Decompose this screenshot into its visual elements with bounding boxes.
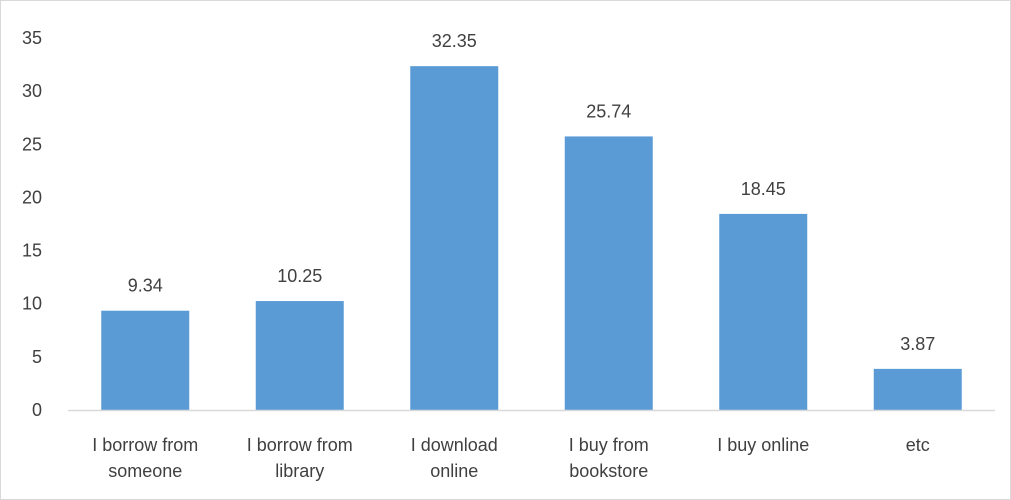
bar bbox=[410, 66, 499, 410]
x-tick-label: online bbox=[430, 461, 478, 481]
bar bbox=[101, 310, 190, 410]
data-label: 10.25 bbox=[277, 266, 322, 286]
data-label: 3.87 bbox=[900, 334, 935, 354]
x-tick-label: bookstore bbox=[569, 461, 648, 481]
bar bbox=[719, 213, 808, 410]
x-tick-label: I borrow from bbox=[247, 435, 353, 455]
data-label: 18.45 bbox=[741, 179, 786, 199]
x-tick-label: I buy from bbox=[569, 435, 649, 455]
bar bbox=[255, 301, 344, 410]
x-tick-label: etc bbox=[906, 435, 930, 455]
y-tick-label: 5 bbox=[32, 347, 42, 367]
y-tick-label: 20 bbox=[22, 187, 42, 207]
data-label: 9.34 bbox=[128, 276, 163, 296]
x-tick-label: someone bbox=[108, 461, 182, 481]
bar bbox=[873, 368, 962, 410]
y-tick-label: 0 bbox=[32, 400, 42, 420]
x-tick-label: I buy online bbox=[717, 435, 809, 455]
x-tick-label: I borrow from bbox=[92, 435, 198, 455]
x-tick-label: library bbox=[275, 461, 324, 481]
y-tick-label: 35 bbox=[22, 28, 42, 48]
data-label: 25.74 bbox=[586, 101, 631, 121]
bar bbox=[564, 136, 653, 410]
y-tick-label: 25 bbox=[22, 134, 42, 154]
y-tick-label: 15 bbox=[22, 241, 42, 261]
y-tick-label: 30 bbox=[22, 81, 42, 101]
y-tick-label: 10 bbox=[22, 294, 42, 314]
data-label: 32.35 bbox=[432, 31, 477, 51]
x-tick-label: I download bbox=[411, 435, 498, 455]
